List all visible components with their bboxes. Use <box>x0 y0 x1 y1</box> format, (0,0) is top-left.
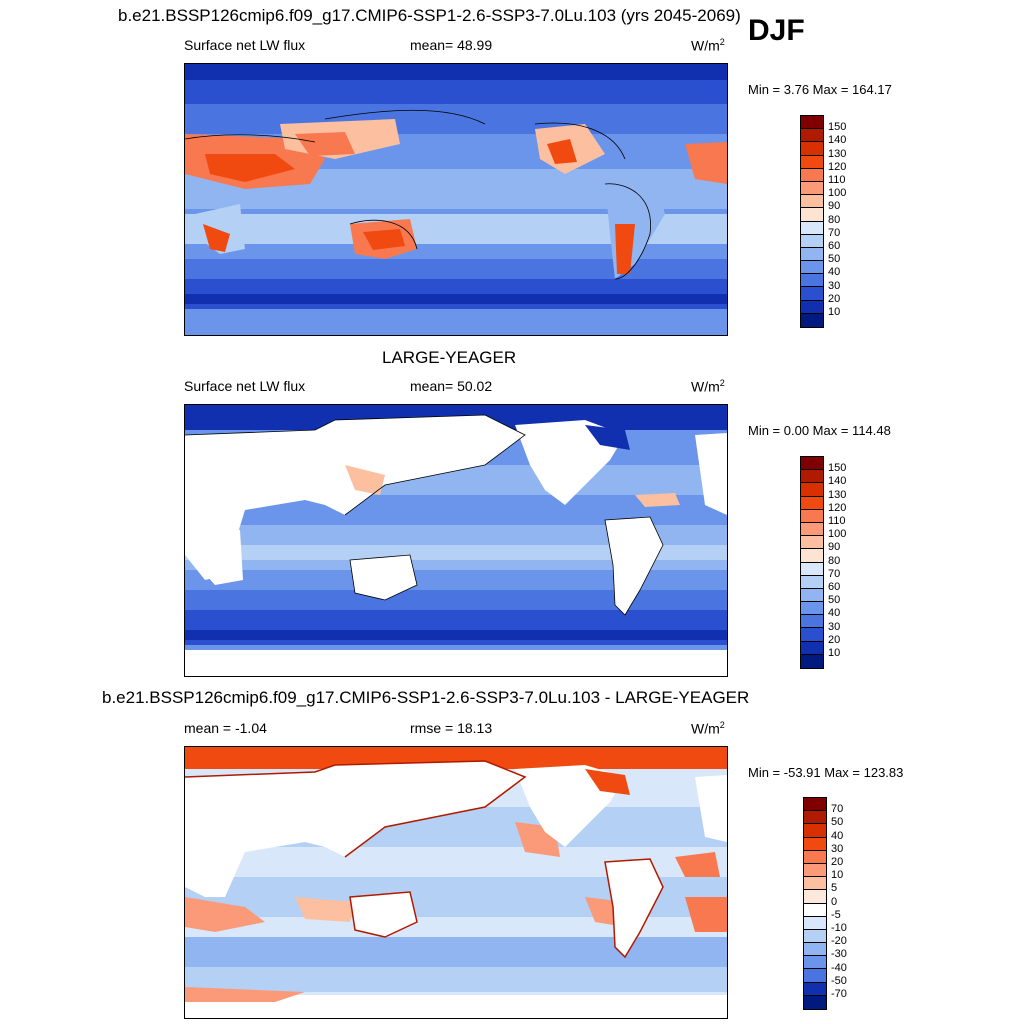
colorbar-tick-label: 70 <box>831 803 844 816</box>
colorbar-tick-label: 50 <box>828 253 841 266</box>
panel2-variable-label: Surface net LW flux <box>184 378 306 394</box>
panel2-units: W/m2 <box>691 378 725 395</box>
colorbar-tick-label: 30 <box>828 620 841 633</box>
colorbar-tick-label: 150 <box>828 462 847 475</box>
panel3-map <box>184 746 728 1019</box>
panel2-map <box>184 404 728 677</box>
colorbar-tick-label: 50 <box>828 594 841 607</box>
panel3-title: b.e21.BSSP126cmip6.f09_g17.CMIP6-SSP1-2.… <box>102 688 750 707</box>
panel3-mean-label: mean = -1.04 <box>184 720 267 736</box>
panel1-map <box>184 63 728 336</box>
colorbar-tick-label: 80 <box>828 554 841 567</box>
panel1-units: W/m2 <box>691 37 725 54</box>
panel3-rmse-label: rmse = 18.13 <box>410 720 493 736</box>
colorbar-tick-label: 120 <box>828 501 847 514</box>
colorbar-tick-label: 10 <box>831 869 844 882</box>
colorbar-tick-label: -50 <box>831 974 847 987</box>
colorbar-tick-label: 40 <box>828 607 841 620</box>
colorbar-tick-label: 5 <box>831 882 838 895</box>
colorbar-tick-label: 100 <box>828 528 847 541</box>
colorbar-tick-label: 50 <box>831 816 844 829</box>
colorbar-tick-label: 100 <box>828 187 847 200</box>
panel1-colorbar <box>800 115 824 328</box>
colorbar-tick-label: 0 <box>831 895 838 908</box>
season-label: DJF <box>748 14 805 47</box>
colorbar-tick-label: 80 <box>828 213 841 226</box>
colorbar-tick-label: -70 <box>831 988 847 1000</box>
panel2-colorbar <box>800 456 824 669</box>
panel2-title: LARGE-YEAGER <box>382 348 517 367</box>
colorbar-tick-label: 110 <box>828 174 846 186</box>
colorbar-tick-label: 140 <box>828 475 847 488</box>
colorbar-tick-label: 10 <box>828 306 841 318</box>
colorbar-tick-label: 70 <box>828 567 841 580</box>
panel1-mean-label: mean= 48.99 <box>410 37 493 53</box>
panel2-mean-label: mean= 50.02 <box>410 378 493 394</box>
colorbar-tick-label: -40 <box>831 961 847 974</box>
colorbar-tick-label: 60 <box>828 240 841 252</box>
colorbar-tick-label: 40 <box>831 829 844 842</box>
panel3-colorbar <box>803 797 827 1010</box>
colorbar-tick-label: 10 <box>828 647 841 659</box>
colorbar-tick-label: -10 <box>831 922 847 934</box>
colorbar-tick-label: -30 <box>831 948 847 961</box>
colorbar-tick-label: 150 <box>828 121 847 134</box>
colorbar-tick-label: 140 <box>828 134 847 147</box>
panel3-units: W/m2 <box>691 720 725 737</box>
colorbar-tick-label: -20 <box>831 935 847 948</box>
colorbar-tick-label: 30 <box>828 279 841 292</box>
colorbar-tick-label: 110 <box>828 515 846 527</box>
colorbar-tick-label: -5 <box>831 908 841 921</box>
colorbar-tick-label: 20 <box>828 292 841 305</box>
colorbar-tick-label: 130 <box>828 488 847 501</box>
panel1-minmax: Min = 3.76 Max = 164.17 <box>748 82 892 97</box>
panel1-title: b.e21.BSSP126cmip6.f09_g17.CMIP6-SSP1-2.… <box>118 6 741 25</box>
panel3-minmax: Min = -53.91 Max = 123.83 <box>748 765 904 780</box>
colorbar-tick-label: 20 <box>828 633 841 646</box>
colorbar-tick-label: 130 <box>828 147 847 160</box>
panel1-variable-label: Surface net LW flux <box>184 37 306 53</box>
colorbar-tick-label: 20 <box>831 856 844 868</box>
colorbar-tick-label: 120 <box>828 160 847 173</box>
colorbar-tick-label: 90 <box>828 541 841 554</box>
colorbar-tick-label: 90 <box>828 200 841 213</box>
colorbar-tick-label: 40 <box>828 266 841 279</box>
colorbar-tick-label: 70 <box>828 226 841 239</box>
panel2-minmax: Min = 0.00 Max = 114.48 <box>748 423 891 438</box>
colorbar-tick-label: 60 <box>828 581 841 593</box>
colorbar-tick-label: 30 <box>831 842 844 855</box>
